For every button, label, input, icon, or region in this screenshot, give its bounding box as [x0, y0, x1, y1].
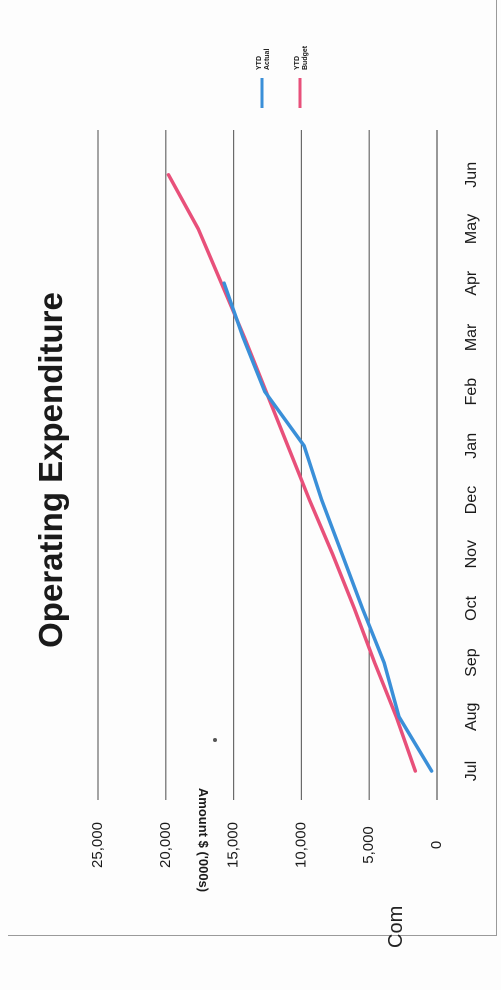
y-tick-label: 0 [428, 841, 445, 849]
y-tick-label: 25,000 [89, 822, 106, 868]
footer-text: Com [385, 905, 407, 948]
axis-layer: 0 5,000 10,000 15,000 20,000 25,000 Jul Aug Sep O… [89, 130, 480, 868]
x-tick-label: Aug [463, 703, 480, 731]
y-axis-label: Amount $ ('000s) [196, 788, 211, 892]
scan-speck [213, 738, 217, 742]
x-tick-label: Jun [463, 162, 480, 188]
x-tick-label: Nov [463, 540, 480, 568]
x-tick-label: Sep [463, 648, 480, 677]
grid-lines [97, 130, 438, 800]
legend-label: YTDActual [256, 49, 271, 70]
x-tick-label: Apr [463, 270, 480, 296]
series-line [222, 281, 434, 773]
series-line [166, 173, 418, 773]
y-tick-label: 5,000 [360, 826, 377, 864]
y-tick-label: 10,000 [292, 822, 309, 868]
chart-title: Operating Expenditure [32, 292, 69, 648]
y-tick-label: 15,000 [225, 822, 242, 868]
x-tick-label: Dec [463, 486, 480, 514]
series-layer [166, 173, 434, 773]
page-frame [8, 0, 497, 936]
legend-label: YTDBudget [294, 45, 309, 70]
x-tick-label: Mar [463, 323, 480, 351]
x-tick-label: May [463, 214, 480, 244]
x-tick-label: Jul [463, 761, 480, 781]
y-tick-label: 20,000 [157, 822, 174, 868]
legend: YTDActual YTDBudget [256, 45, 309, 108]
x-tick-label: Feb [463, 378, 480, 406]
x-tick-label: Jan [463, 433, 480, 459]
x-tick-label: Oct [463, 595, 480, 620]
